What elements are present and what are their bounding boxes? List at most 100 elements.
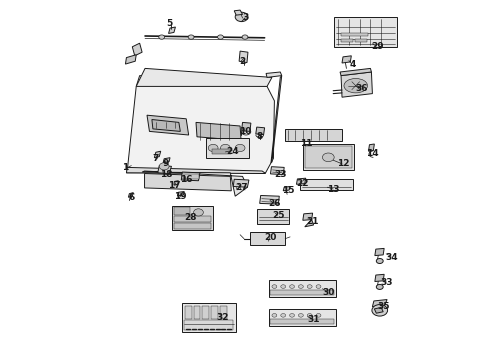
Polygon shape	[174, 181, 178, 185]
Circle shape	[194, 209, 203, 216]
Text: 19: 19	[174, 192, 187, 201]
Text: 5: 5	[166, 19, 172, 28]
Bar	[185, 306, 192, 319]
Polygon shape	[271, 76, 282, 163]
Polygon shape	[305, 220, 314, 227]
Text: 21: 21	[306, 217, 319, 226]
Text: 2: 2	[240, 57, 245, 66]
Circle shape	[281, 314, 286, 317]
Bar	[182, 174, 199, 179]
Text: 12: 12	[337, 159, 349, 168]
Bar	[334, 17, 397, 47]
Circle shape	[242, 35, 248, 39]
Bar	[269, 280, 336, 297]
Polygon shape	[270, 167, 284, 175]
Polygon shape	[341, 72, 372, 97]
Text: 25: 25	[272, 211, 285, 220]
Bar	[212, 149, 231, 154]
Text: 24: 24	[226, 147, 239, 156]
Circle shape	[218, 35, 223, 39]
Text: 4: 4	[349, 60, 356, 69]
Polygon shape	[340, 68, 371, 76]
Text: 31: 31	[307, 315, 320, 324]
Polygon shape	[372, 300, 387, 307]
Polygon shape	[177, 192, 184, 196]
Polygon shape	[142, 171, 247, 196]
Text: 13: 13	[327, 184, 340, 194]
Circle shape	[220, 144, 230, 152]
Circle shape	[316, 285, 321, 288]
Circle shape	[159, 163, 169, 170]
Bar	[305, 146, 352, 168]
Polygon shape	[303, 213, 313, 220]
Text: 3: 3	[242, 13, 248, 22]
Polygon shape	[260, 195, 279, 204]
Polygon shape	[126, 167, 266, 174]
Polygon shape	[125, 55, 136, 64]
Polygon shape	[126, 76, 274, 173]
Polygon shape	[132, 43, 142, 56]
Circle shape	[372, 305, 388, 316]
Text: 35: 35	[377, 302, 390, 311]
Polygon shape	[181, 172, 200, 181]
Bar	[341, 33, 368, 36]
Polygon shape	[147, 115, 189, 135]
Text: 7: 7	[152, 154, 159, 163]
Text: 14: 14	[366, 149, 379, 158]
Circle shape	[298, 314, 303, 317]
Text: 15: 15	[282, 186, 294, 195]
Polygon shape	[283, 186, 290, 191]
Text: 16: 16	[180, 175, 193, 184]
Bar	[257, 209, 289, 224]
Circle shape	[316, 314, 321, 317]
Text: 28: 28	[184, 213, 196, 222]
Bar	[270, 290, 334, 295]
Bar	[194, 306, 200, 319]
Circle shape	[272, 285, 277, 288]
Circle shape	[307, 314, 312, 317]
Bar	[250, 232, 285, 245]
Bar	[182, 303, 236, 332]
Bar	[202, 306, 209, 319]
Polygon shape	[242, 122, 251, 131]
Polygon shape	[169, 27, 175, 33]
Circle shape	[376, 258, 383, 264]
Text: 34: 34	[386, 253, 398, 262]
Text: 33: 33	[381, 278, 393, 287]
Text: 32: 32	[217, 313, 229, 322]
Circle shape	[290, 314, 294, 317]
Polygon shape	[266, 72, 282, 77]
Bar	[285, 129, 342, 141]
Bar	[300, 179, 353, 190]
Polygon shape	[375, 274, 384, 282]
Polygon shape	[375, 248, 384, 256]
Polygon shape	[196, 122, 241, 140]
Text: 29: 29	[371, 42, 384, 51]
Circle shape	[188, 35, 194, 39]
Bar	[270, 319, 334, 324]
Circle shape	[322, 153, 334, 162]
Bar	[211, 306, 218, 319]
Bar	[269, 309, 336, 326]
Text: 1: 1	[122, 163, 128, 172]
Text: 20: 20	[264, 233, 277, 242]
Circle shape	[159, 35, 165, 39]
Text: 11: 11	[300, 139, 313, 148]
Text: 8: 8	[257, 132, 263, 141]
Text: 27: 27	[235, 183, 247, 192]
Bar	[220, 306, 227, 319]
Polygon shape	[152, 120, 180, 131]
Circle shape	[298, 285, 303, 288]
Circle shape	[290, 285, 294, 288]
Text: 30: 30	[322, 288, 335, 297]
Polygon shape	[154, 151, 161, 158]
Bar	[174, 223, 211, 229]
Bar	[303, 144, 354, 170]
Text: 6: 6	[128, 194, 134, 202]
Polygon shape	[234, 10, 243, 15]
Bar	[172, 206, 213, 230]
Bar	[174, 207, 190, 215]
Circle shape	[281, 285, 286, 288]
Bar	[341, 39, 353, 42]
Polygon shape	[374, 307, 383, 313]
